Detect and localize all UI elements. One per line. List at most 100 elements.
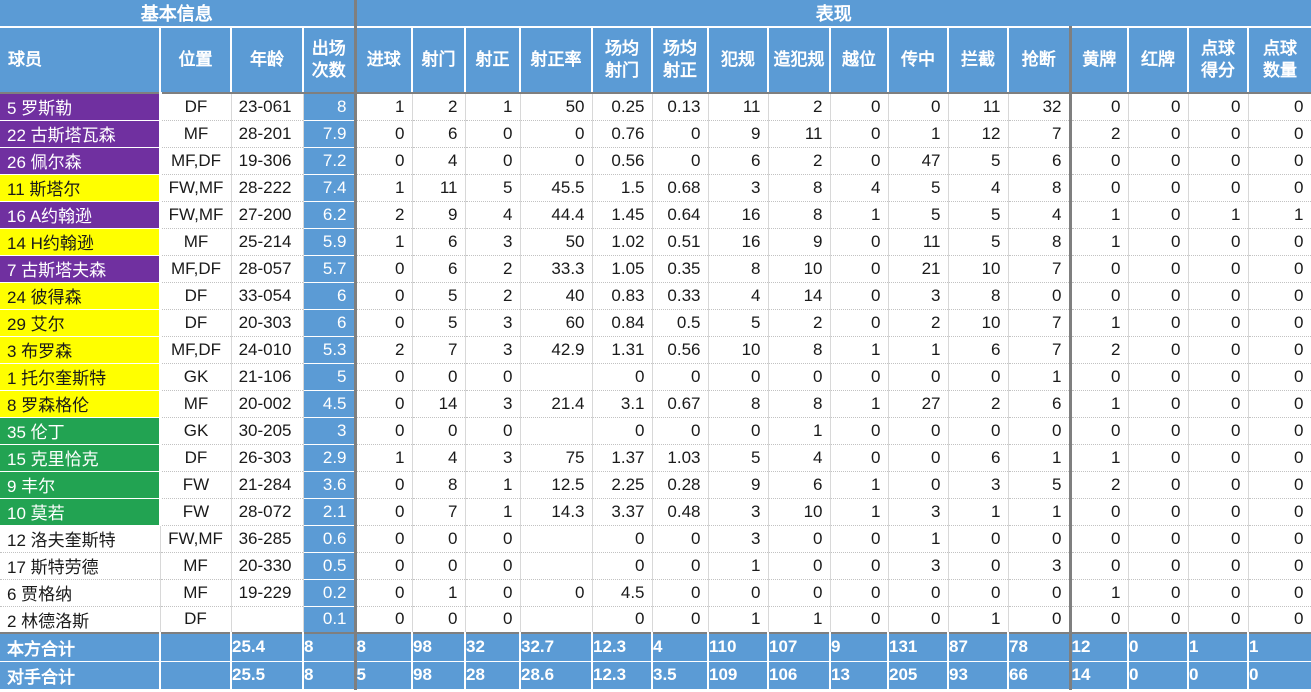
- cell-yellow-cards[interactable]: 0: [1070, 525, 1129, 553]
- cell-tackles[interactable]: 0: [1008, 579, 1072, 607]
- cell-blocks[interactable]: 10: [948, 309, 1009, 337]
- totals-cell-offsides[interactable]: 13: [830, 661, 889, 690]
- totals-cell-penalty-count[interactable]: 1: [1248, 632, 1311, 662]
- cell-shots-per-game[interactable]: 3.37: [592, 498, 653, 526]
- cell-shot-accuracy[interactable]: 50: [520, 93, 593, 121]
- cell-blocks[interactable]: 6: [948, 336, 1009, 364]
- cell-appearances[interactable]: 0.1: [303, 606, 357, 634]
- cell-fouls-drawn[interactable]: 0: [768, 363, 831, 391]
- cell-shots[interactable]: 5: [412, 309, 466, 337]
- cell-age[interactable]: 23-061: [231, 93, 304, 121]
- player-name-cell[interactable]: 2 林德洛斯: [0, 606, 161, 634]
- column-header-fouls-drawn[interactable]: 造犯规: [768, 27, 831, 94]
- column-header-red-cards[interactable]: 红牌: [1128, 27, 1189, 94]
- cell-yellow-cards[interactable]: 0: [1070, 363, 1129, 391]
- cell-yellow-cards[interactable]: 2: [1070, 120, 1129, 148]
- cell-tackles[interactable]: 1: [1008, 363, 1072, 391]
- cell-blocks[interactable]: 1: [948, 606, 1009, 634]
- cell-penalty-goals[interactable]: 0: [1188, 336, 1249, 364]
- cell-offsides[interactable]: 0: [830, 363, 889, 391]
- cell-red-cards[interactable]: 0: [1128, 417, 1189, 445]
- cell-goals[interactable]: 0: [355, 282, 413, 310]
- cell-shot-accuracy[interactable]: 42.9: [520, 336, 593, 364]
- cell-penalty-count[interactable]: 0: [1248, 579, 1311, 607]
- cell-red-cards[interactable]: 0: [1128, 471, 1189, 499]
- cell-tackles[interactable]: 8: [1008, 228, 1072, 256]
- cell-blocks[interactable]: 12: [948, 120, 1009, 148]
- cell-shots-per-game[interactable]: 1.45: [592, 201, 653, 229]
- cell-shots-on-target[interactable]: 1: [465, 93, 521, 121]
- column-header-shot-accuracy[interactable]: 射正率: [520, 27, 593, 94]
- player-name-cell[interactable]: 9 丰尔: [0, 471, 162, 499]
- cell-fouls-drawn[interactable]: 10: [768, 255, 831, 283]
- cell-red-cards[interactable]: 0: [1128, 93, 1189, 121]
- player-name-cell[interactable]: 17 斯特劳德: [0, 552, 161, 580]
- totals-cell-shots[interactable]: 98: [412, 661, 466, 690]
- cell-offsides[interactable]: 0: [830, 147, 889, 175]
- cell-shots-per-game[interactable]: 2.25: [592, 471, 653, 499]
- cell-yellow-cards[interactable]: 1: [1070, 309, 1129, 337]
- cell-shots-on-target[interactable]: 0: [465, 147, 521, 175]
- cell-tackles[interactable]: 7: [1008, 309, 1072, 337]
- cell-red-cards[interactable]: 0: [1128, 390, 1189, 418]
- cell-red-cards[interactable]: 0: [1128, 606, 1189, 634]
- cell-appearances[interactable]: 5: [303, 363, 357, 391]
- cell-offsides[interactable]: 0: [830, 228, 889, 256]
- cell-tackles[interactable]: 7: [1008, 336, 1072, 364]
- player-name-cell[interactable]: 14 H约翰逊: [0, 228, 162, 256]
- cell-shots[interactable]: 2: [412, 93, 466, 121]
- cell-fouls[interactable]: 16: [708, 201, 769, 229]
- cell-shots-per-game[interactable]: 0.56: [592, 147, 653, 175]
- cell-fouls-drawn[interactable]: 6: [768, 471, 831, 499]
- cell-position[interactable]: MF: [160, 579, 232, 607]
- cell-shots[interactable]: 0: [412, 606, 466, 634]
- cell-offsides[interactable]: 0: [830, 255, 889, 283]
- cell-crosses[interactable]: 21: [888, 255, 949, 283]
- cell-appearances[interactable]: 2.9: [303, 444, 357, 472]
- column-header-tackles[interactable]: 抢断: [1008, 27, 1072, 94]
- cell-shot-accuracy[interactable]: [520, 525, 593, 553]
- group-header-performance[interactable]: 表现: [355, 0, 1311, 28]
- cell-yellow-cards[interactable]: 0: [1070, 417, 1129, 445]
- cell-penalty-goals[interactable]: 0: [1188, 498, 1249, 526]
- cell-fouls-drawn[interactable]: 1: [768, 417, 831, 445]
- cell-shots-per-game[interactable]: 1.5: [592, 174, 653, 202]
- player-name-cell[interactable]: 6 贾格纳: [0, 579, 161, 607]
- cell-red-cards[interactable]: 0: [1128, 336, 1189, 364]
- cell-tackles[interactable]: 3: [1008, 552, 1072, 580]
- cell-shot-accuracy[interactable]: 0: [520, 147, 593, 175]
- cell-yellow-cards[interactable]: 1: [1070, 390, 1129, 418]
- cell-shots-per-game[interactable]: 1.37: [592, 444, 653, 472]
- cell-sot-per-game[interactable]: 1.03: [652, 444, 709, 472]
- cell-shots-per-game[interactable]: 0: [592, 606, 653, 634]
- cell-fouls-drawn[interactable]: 8: [768, 390, 831, 418]
- cell-red-cards[interactable]: 0: [1128, 363, 1189, 391]
- cell-shots[interactable]: 6: [412, 120, 466, 148]
- cell-offsides[interactable]: 0: [830, 120, 889, 148]
- cell-offsides[interactable]: 0: [830, 417, 889, 445]
- column-header-sot-per-game[interactable]: 场均 射正: [652, 27, 709, 94]
- cell-crosses[interactable]: 3: [888, 282, 949, 310]
- totals-cell-offsides[interactable]: 9: [830, 632, 889, 662]
- cell-shots-on-target[interactable]: 0: [465, 552, 521, 580]
- cell-penalty-count[interactable]: 0: [1248, 525, 1311, 553]
- cell-penalty-goals[interactable]: 0: [1188, 93, 1249, 121]
- cell-offsides[interactable]: 1: [830, 498, 889, 526]
- totals-cell-fouls[interactable]: 110: [708, 632, 769, 662]
- totals-cell-yellow-cards[interactable]: 12: [1070, 632, 1129, 662]
- cell-penalty-count[interactable]: 0: [1248, 309, 1311, 337]
- totals-cell-appearances[interactable]: 8: [303, 632, 357, 662]
- column-header-blocks[interactable]: 拦截: [948, 27, 1009, 94]
- cell-shots-per-game[interactable]: 0: [592, 363, 653, 391]
- cell-position[interactable]: MF: [160, 552, 232, 580]
- cell-crosses[interactable]: 47: [888, 147, 949, 175]
- cell-shot-accuracy[interactable]: 0: [520, 579, 593, 607]
- column-header-penalty-goals[interactable]: 点球 得分: [1188, 27, 1249, 94]
- cell-penalty-goals[interactable]: 0: [1188, 147, 1249, 175]
- cell-red-cards[interactable]: 0: [1128, 147, 1189, 175]
- cell-shot-accuracy[interactable]: [520, 417, 593, 445]
- cell-tackles[interactable]: 0: [1008, 417, 1072, 445]
- cell-sot-per-game[interactable]: 0.5: [652, 309, 709, 337]
- cell-shots-per-game[interactable]: 0: [592, 525, 653, 553]
- cell-shots-on-target[interactable]: 4: [465, 201, 521, 229]
